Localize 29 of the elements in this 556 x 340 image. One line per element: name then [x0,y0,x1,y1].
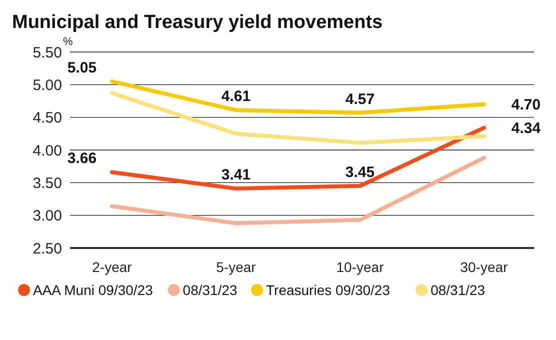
y-tick-label: 5.50 [32,44,62,62]
line-series [110,91,486,145]
data-label: 4.57 [345,90,375,108]
line-series [110,79,486,115]
y-tick-label: 4.50 [32,110,62,127]
y-tick-label: 2.50 [32,240,62,258]
y-tick-label: 5.00 [32,76,62,94]
legend-label: Treasuries 09/30/23 [266,282,390,298]
line-series [110,126,486,191]
data-label: 5.05 [67,59,97,76]
y-tick-label: 4.00 [32,142,62,160]
x-tick-label: 5-year [216,259,256,275]
data-label: 3.66 [67,150,97,168]
data-label: 3.41 [221,166,251,184]
data-label: 4.34 [511,120,542,138]
y-tick-label: 3.50 [32,174,62,192]
data-label: 4.70 [511,96,541,114]
line-series [110,156,486,226]
legend-label: 08/31/23 [430,282,486,298]
legend-label: AAA Muni 09/30/23 [33,282,154,298]
x-tick-label: 2-year [92,259,132,275]
data-label: 4.61 [221,88,251,106]
legend-label: 08/31/23 [182,282,238,298]
chart-title: Municipal and Treasury yield movements [12,12,383,33]
y-tick-label: 3.00 [32,208,62,225]
y-axis-title: % [63,36,73,48]
x-tick-label: 10-year [336,259,384,275]
x-tick-label: 30-year [460,259,508,275]
data-label: 3.45 [345,164,375,181]
